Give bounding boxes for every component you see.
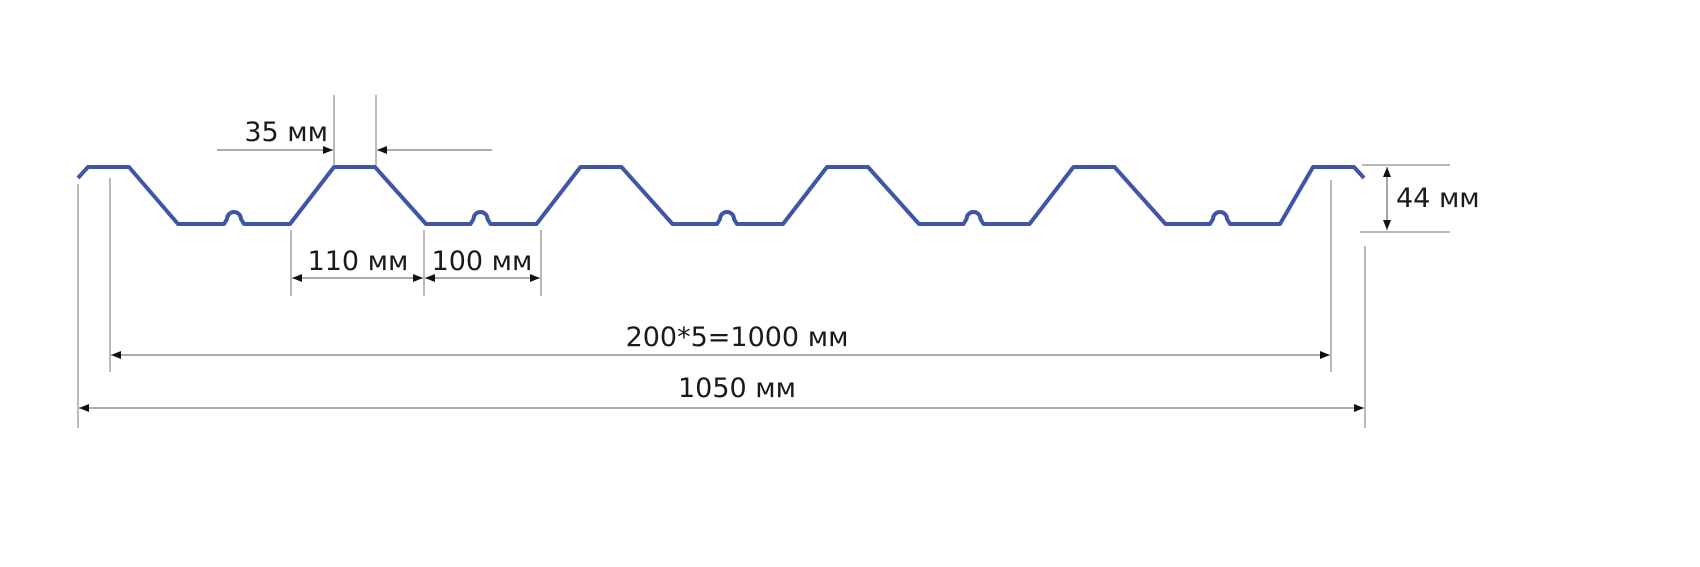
height-label: 44 мм [1396,183,1480,214]
top-width-label: 35 мм [244,117,328,148]
total-width-label: 1050 мм [678,373,796,404]
sheet-profile [76,165,1366,226]
dimension-arrows [79,146,1391,412]
extension-lines [77,95,1450,428]
slope-width-label: 110 мм [308,246,409,277]
working-width-label: 200*5=1000 мм [626,322,849,353]
bottom-width-label: 100 мм [432,246,533,277]
